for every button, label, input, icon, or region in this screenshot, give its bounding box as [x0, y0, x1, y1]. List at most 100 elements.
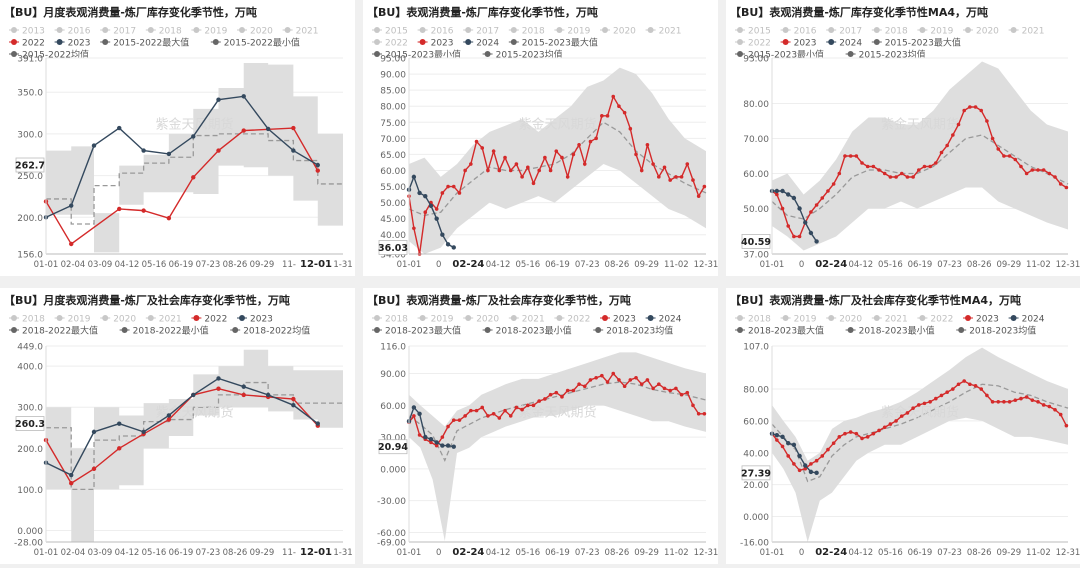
legend-label: 2013: [22, 27, 45, 37]
data-point: [814, 458, 819, 463]
data-point: [577, 142, 581, 147]
data-point: [514, 162, 519, 166]
x-tick-label: 05-16: [142, 548, 167, 558]
legend-label: 2019: [204, 27, 227, 37]
x-tick-label: 02-24: [452, 547, 484, 558]
data-point: [809, 462, 813, 466]
x-tick-label: 09-29: [996, 260, 1021, 270]
y-tick-label: 55.00: [380, 183, 406, 193]
x-tick-label: 03-09: [88, 548, 113, 558]
data-point: [679, 392, 684, 397]
legend-marker: [419, 39, 426, 45]
legend-label: 2018-2022最大值: [22, 325, 98, 337]
data-point: [905, 411, 910, 415]
legend-label: 2020: [976, 27, 999, 37]
legend-marker: [56, 27, 63, 33]
data-point: [577, 382, 581, 386]
data-point: [645, 378, 650, 382]
data-point: [696, 194, 701, 198]
data-point: [1013, 398, 1018, 402]
legend-marker: [510, 27, 517, 33]
data-point: [628, 126, 633, 131]
data-point: [786, 454, 791, 458]
data-point: [166, 413, 172, 418]
legend-marker: [958, 327, 965, 333]
data-point: [634, 152, 638, 157]
legend-label: 2021: [296, 27, 319, 37]
data-point: [979, 387, 984, 391]
data-point: [412, 226, 416, 231]
y-tick-label: 100.0: [17, 486, 43, 496]
x-tick-label: 11-02: [1026, 548, 1051, 558]
x-tick-label: 02-04: [61, 548, 86, 558]
y-tick-label: 60.00: [743, 170, 769, 180]
data-point: [657, 175, 661, 179]
data-point: [554, 149, 559, 153]
data-point: [780, 434, 785, 440]
data-point: [877, 428, 881, 433]
x-tick-label: 04-12: [848, 548, 873, 558]
y-tick-label: -16.00: [740, 539, 769, 549]
x-tick-label: 07-23: [575, 548, 600, 558]
data-point: [990, 399, 995, 404]
x-tick-label: 11-02: [664, 548, 689, 558]
data-point: [451, 245, 456, 250]
data-point: [928, 399, 932, 404]
data-point: [91, 466, 97, 472]
data-point: [780, 206, 785, 211]
data-point: [905, 175, 910, 179]
data-point: [69, 241, 74, 247]
y-tick-label: 449.0: [17, 343, 43, 353]
data-point: [491, 149, 496, 153]
data-point: [600, 373, 604, 378]
data-point: [634, 375, 638, 380]
legend-label: 2023: [250, 315, 273, 325]
x-tick-label: 08-26: [223, 260, 248, 270]
data-point: [216, 386, 221, 391]
legend-label: 2018: [22, 315, 45, 325]
legend-label: 2021: [885, 315, 908, 325]
y-tick-label: 80.00: [743, 386, 769, 396]
y-tick-label: 90.00: [380, 71, 406, 81]
data-point: [837, 435, 842, 439]
data-point: [166, 151, 172, 157]
legend-label: 2022: [748, 39, 771, 49]
data-point: [451, 444, 456, 449]
range-band: [409, 352, 706, 541]
data-point: [417, 433, 422, 437]
y-tick-label: 70.00: [380, 135, 406, 145]
data-point: [956, 122, 961, 127]
data-point: [1036, 399, 1040, 404]
data-point: [571, 388, 576, 393]
y-tick-label: 200.0: [17, 445, 43, 455]
data-point: [617, 378, 621, 382]
data-point: [265, 126, 271, 132]
legend-marker: [737, 39, 743, 45]
legend-marker: [647, 27, 654, 33]
x-tick-label: 05-16: [515, 548, 540, 558]
legend-label: 2016: [431, 27, 454, 37]
y-tick-label: 300.0: [17, 130, 43, 140]
y-tick-label: 70.00: [743, 135, 769, 145]
y-tick-label: -69.00: [377, 539, 406, 549]
data-point: [645, 142, 650, 147]
x-tick-label: 09-29: [996, 548, 1021, 558]
x-tick-label: 05-16: [878, 548, 903, 558]
data-point: [1007, 154, 1012, 158]
data-point: [814, 470, 819, 476]
legend-label: 2021: [1022, 27, 1045, 37]
y-tick-label: 200.0: [17, 214, 43, 224]
x-tick-label: 07-23: [937, 548, 962, 558]
x-tick-label: 06-19: [908, 548, 933, 558]
y-tick-label: -60.00: [377, 529, 406, 539]
x-tick-label: 01-01: [34, 260, 59, 270]
data-point: [888, 422, 893, 426]
legend-label: 2023: [794, 39, 817, 49]
data-point: [854, 431, 859, 436]
data-point: [241, 384, 246, 389]
legend-label: 2018-2023最小值: [859, 325, 935, 337]
data-point: [1024, 171, 1029, 176]
data-point: [979, 108, 984, 113]
legend-marker: [374, 51, 380, 57]
y-tick-label: 37.00: [743, 251, 769, 261]
